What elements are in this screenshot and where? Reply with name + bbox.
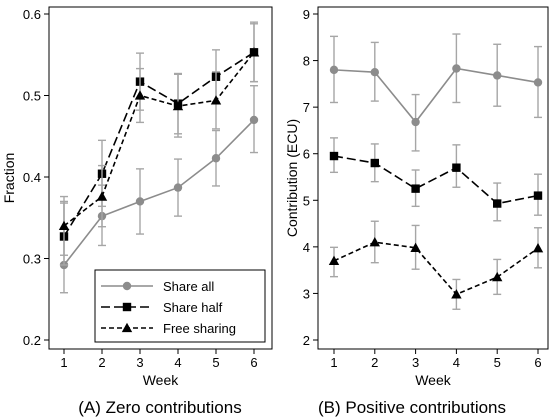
data-point bbox=[533, 191, 543, 200]
data-point bbox=[58, 220, 70, 231]
x-tick-label: 5 bbox=[212, 355, 219, 370]
series-square bbox=[59, 23, 259, 266]
y-tick-label: 0.2 bbox=[23, 333, 41, 348]
x-tick-label: 4 bbox=[174, 355, 181, 370]
data-point bbox=[211, 154, 221, 163]
y-tick-label: 4 bbox=[303, 240, 310, 255]
series-triangle bbox=[328, 220, 544, 310]
x-axis-label: Week bbox=[143, 372, 180, 388]
x-tick-label: 4 bbox=[453, 355, 460, 370]
data-point bbox=[249, 115, 259, 125]
series-line bbox=[333, 67, 539, 124]
y-tick-label: 6 bbox=[303, 147, 310, 162]
legend-marker bbox=[122, 281, 132, 291]
legend-marker bbox=[122, 302, 132, 312]
x-tick-label: 6 bbox=[534, 355, 541, 370]
data-point bbox=[411, 117, 420, 127]
series-line bbox=[63, 51, 255, 227]
x-tick-label: 2 bbox=[98, 355, 105, 370]
data-point bbox=[329, 151, 339, 161]
x-tick-label: 1 bbox=[330, 355, 337, 370]
data-point bbox=[328, 255, 340, 265]
data-point bbox=[493, 199, 502, 208]
y-tick-label: 0.3 bbox=[23, 252, 41, 267]
series-line bbox=[333, 155, 539, 205]
plot-frame bbox=[48, 6, 273, 350]
data-point bbox=[96, 191, 108, 201]
panel-positive-contributions: 2 3 4 5 6 7 8 9 1 2 3 4 5 6 Week Contribution (ECU) bbox=[284, 6, 549, 388]
legend-entry: Share half bbox=[101, 300, 223, 315]
y-tick-label: 2 bbox=[303, 333, 310, 348]
legend-entry: Share all bbox=[101, 279, 214, 294]
legend-label: Free sharing bbox=[163, 321, 236, 336]
panel-zero-contributions: 0.2 0.3 0.4 0.5 0.6 1 2 3 4 5 6 Week Fraction Share a… bbox=[1, 6, 273, 388]
series-circle bbox=[329, 33, 543, 152]
data-point bbox=[369, 237, 380, 247]
data-point bbox=[329, 65, 339, 75]
data-point bbox=[248, 47, 260, 57]
series-circle bbox=[59, 85, 259, 294]
data-point bbox=[134, 90, 146, 100]
data-point bbox=[452, 64, 461, 73]
legend-label: Share all bbox=[163, 279, 214, 294]
data-point bbox=[533, 78, 543, 87]
y-tick-label: 8 bbox=[303, 54, 310, 69]
x-axis-label: Week bbox=[415, 372, 452, 388]
series-line bbox=[333, 241, 539, 296]
x-tick-label: 6 bbox=[250, 355, 257, 370]
y-tick-label: 0.6 bbox=[23, 7, 41, 22]
data-point bbox=[532, 243, 544, 253]
data-point bbox=[172, 100, 184, 111]
series-line bbox=[63, 51, 255, 237]
series-line bbox=[63, 119, 255, 266]
x-tick-label: 5 bbox=[494, 355, 501, 370]
y-tick-label: 7 bbox=[303, 100, 310, 115]
legend-label: Share half bbox=[163, 300, 223, 315]
data-point bbox=[135, 197, 145, 206]
y-tick-label: 5 bbox=[303, 193, 310, 208]
x-tick-label: 1 bbox=[60, 355, 67, 370]
data-point bbox=[411, 184, 420, 193]
data-point bbox=[370, 68, 379, 77]
series-square bbox=[329, 137, 543, 222]
y-tick-label: 0.4 bbox=[23, 170, 41, 185]
data-point bbox=[210, 95, 222, 105]
y-tick-label: 9 bbox=[303, 7, 310, 22]
data-point bbox=[492, 271, 503, 282]
panel-b-caption: (B) Positive contributions bbox=[318, 398, 506, 417]
x-tick-label: 3 bbox=[136, 355, 143, 370]
data-point bbox=[370, 158, 379, 168]
y-axis-label: Contribution (ECU) bbox=[284, 119, 300, 237]
data-point bbox=[410, 242, 421, 252]
legend-marker bbox=[121, 322, 133, 333]
y-tick-label: 3 bbox=[303, 286, 310, 301]
x-tick-label: 2 bbox=[371, 355, 378, 370]
y-axis-label: Fraction bbox=[1, 153, 17, 204]
series-triangle bbox=[58, 21, 260, 256]
x-tick-label: 3 bbox=[412, 355, 419, 370]
data-point bbox=[452, 163, 461, 172]
plot-frame bbox=[317, 6, 549, 350]
data-point bbox=[451, 289, 462, 299]
panel-a-caption: (A) Zero contributions bbox=[78, 398, 241, 417]
data-point bbox=[493, 71, 502, 80]
y-tick-label: 0.5 bbox=[23, 89, 41, 104]
legend: Share all Share half Free sharing bbox=[94, 269, 266, 343]
data-point bbox=[173, 183, 183, 192]
legend-entry: Free sharing bbox=[101, 321, 236, 336]
